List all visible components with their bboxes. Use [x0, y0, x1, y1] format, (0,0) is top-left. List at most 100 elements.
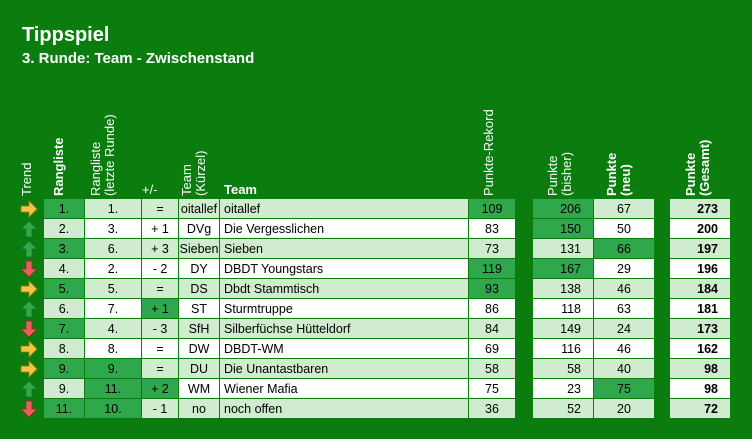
header-punkte-bisher: Punkte (bisher) — [545, 151, 574, 196]
cell-rekord: 69 — [469, 339, 515, 358]
cell-rekord: 36 — [469, 399, 515, 418]
cell-diff: + 1 — [142, 219, 178, 238]
trend-up-icon — [20, 240, 38, 258]
header-team: Team — [224, 182, 257, 197]
cell-rank: 4. — [44, 259, 84, 278]
cell-rekord: 119 — [469, 259, 515, 278]
cell-team: DBDT-WM — [220, 339, 468, 358]
trend-same-icon — [20, 280, 38, 298]
cell-rank: 8. — [44, 339, 84, 358]
cell-rank: 9. — [44, 359, 84, 378]
trend-same-icon — [20, 200, 38, 218]
cell-neu: 63 — [594, 299, 654, 318]
cell-diff: - 2 — [142, 259, 178, 278]
cell-gesamt: 162 — [670, 339, 730, 358]
cell-diff: + 2 — [142, 379, 178, 398]
cell-diff: = — [142, 279, 178, 298]
cell-team: Die Vergesslichen — [220, 219, 468, 238]
cell-gesamt: 173 — [670, 319, 730, 338]
cell-rekord: 109 — [469, 199, 515, 218]
cell-rekord: 84 — [469, 319, 515, 338]
cell-team: Dbdt Stammtisch — [220, 279, 468, 298]
cell-gesamt: 181 — [670, 299, 730, 318]
cell-kurz: DY — [179, 259, 219, 278]
header-punkte-gesamt: Punkte (Gesamt) — [683, 139, 712, 196]
cell-neu: 50 — [594, 219, 654, 238]
cell-neu: 46 — [594, 279, 654, 298]
cell-team: Sieben — [220, 239, 468, 258]
trend-same-icon — [20, 340, 38, 358]
header-team-kuerzel: Team (Kürzel) — [179, 150, 208, 196]
cell-gesamt: 98 — [670, 359, 730, 378]
cell-kurz: DU — [179, 359, 219, 378]
cell-neu: 20 — [594, 399, 654, 418]
cell-rekord: 86 — [469, 299, 515, 318]
trend-up-icon — [20, 380, 38, 398]
header-trend: Trend — [19, 162, 34, 196]
cell-gesamt: 200 — [670, 219, 730, 238]
cell-diff: - 3 — [142, 319, 178, 338]
cell-prev: 7. — [85, 299, 141, 318]
cell-gesamt: 197 — [670, 239, 730, 258]
cell-prev: 10. — [85, 399, 141, 418]
cell-prev: 8. — [85, 339, 141, 358]
cell-team: Die Unantastbaren — [220, 359, 468, 378]
cell-gesamt: 196 — [670, 259, 730, 278]
trend-down-icon — [20, 260, 38, 278]
header-plusminus: +/- — [142, 182, 158, 197]
cell-kurz: DW — [179, 339, 219, 358]
cell-gesamt: 273 — [670, 199, 730, 218]
cell-diff: = — [142, 339, 178, 358]
cell-bisher: 149 — [533, 319, 593, 338]
cell-kurz: DVg — [179, 219, 219, 238]
cell-prev: 6. — [85, 239, 141, 258]
cell-kurz: oitallef — [179, 199, 219, 218]
cell-gesamt: 72 — [670, 399, 730, 418]
cell-bisher: 138 — [533, 279, 593, 298]
cell-bisher: 167 — [533, 259, 593, 278]
cell-rekord: 58 — [469, 359, 515, 378]
cell-team: Wiener Mafia — [220, 379, 468, 398]
cell-team: noch offen — [220, 399, 468, 418]
trend-up-icon — [20, 220, 38, 238]
cell-bisher: 150 — [533, 219, 593, 238]
header-punkte-rekord: Punkte-Rekord — [481, 109, 496, 196]
cell-prev: 9. — [85, 359, 141, 378]
cell-prev: 5. — [85, 279, 141, 298]
cell-bisher: 206 — [533, 199, 593, 218]
cell-bisher: 58 — [533, 359, 593, 378]
cell-rekord: 93 — [469, 279, 515, 298]
cell-prev: 1. — [85, 199, 141, 218]
cell-diff: + 3 — [142, 239, 178, 258]
cell-diff: - 1 — [142, 399, 178, 418]
cell-prev: 3. — [85, 219, 141, 238]
cell-team: oitallef — [220, 199, 468, 218]
cell-diff: = — [142, 199, 178, 218]
cell-rank: 6. — [44, 299, 84, 318]
cell-bisher: 118 — [533, 299, 593, 318]
trend-down-icon — [20, 320, 38, 338]
cell-kurz: ST — [179, 299, 219, 318]
cell-rank: 1. — [44, 199, 84, 218]
cell-neu: 67 — [594, 199, 654, 218]
header-punkte-neu: Punkte (neu) — [604, 152, 633, 196]
cell-gesamt: 184 — [670, 279, 730, 298]
cell-prev: 2. — [85, 259, 141, 278]
cell-kurz: SfH — [179, 319, 219, 338]
cell-rank: 2. — [44, 219, 84, 238]
cell-kurz: Sieben — [179, 239, 219, 258]
cell-rekord: 83 — [469, 219, 515, 238]
cell-kurz: WM — [179, 379, 219, 398]
cell-team: Silberfüchse Hütteldorf — [220, 319, 468, 338]
cell-neu: 75 — [594, 379, 654, 398]
cell-prev: 4. — [85, 319, 141, 338]
cell-neu: 24 — [594, 319, 654, 338]
page-subtitle: 3. Runde: Team - Zwischenstand — [22, 50, 255, 67]
cell-prev: 11. — [85, 379, 141, 398]
cell-rank: 9. — [44, 379, 84, 398]
cell-rekord: 73 — [469, 239, 515, 258]
cell-bisher: 52 — [533, 399, 593, 418]
cell-neu: 29 — [594, 259, 654, 278]
cell-rank: 5. — [44, 279, 84, 298]
